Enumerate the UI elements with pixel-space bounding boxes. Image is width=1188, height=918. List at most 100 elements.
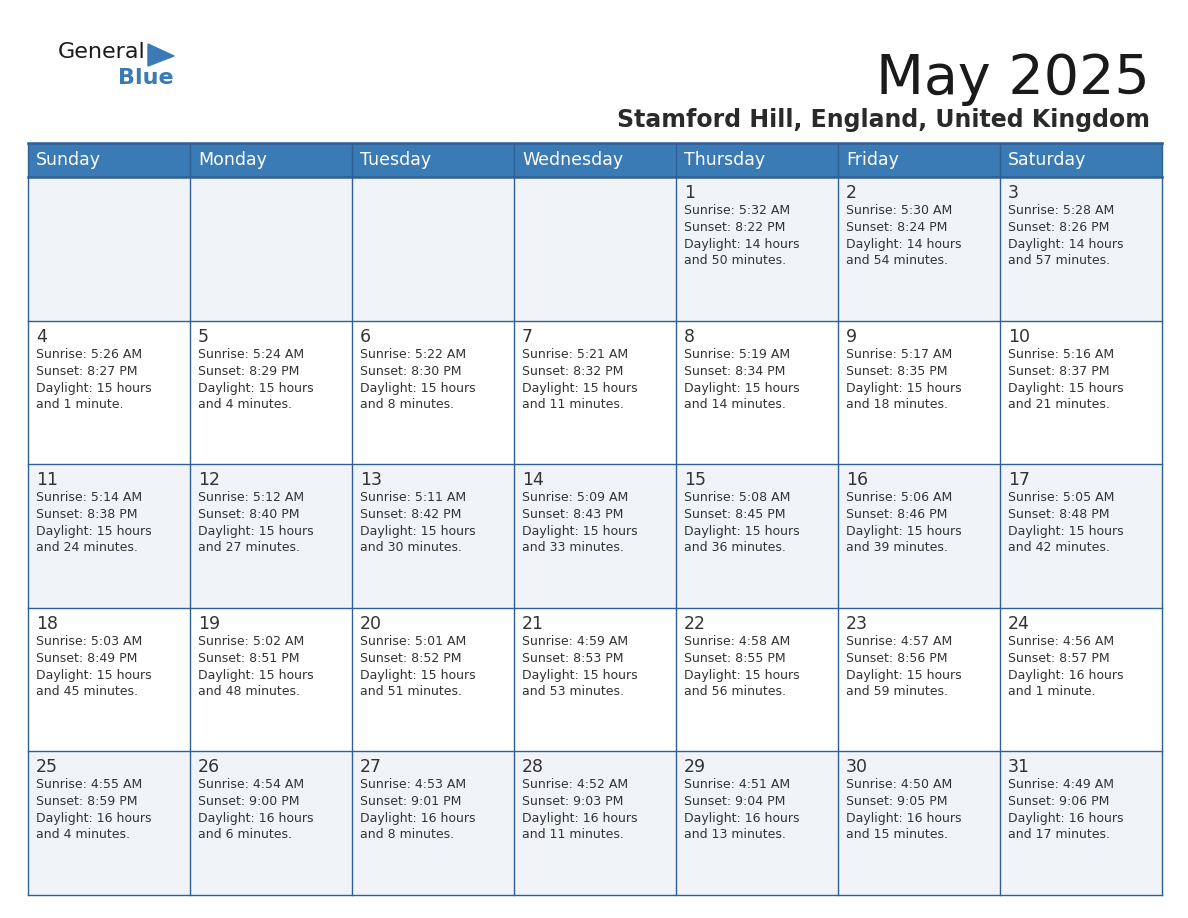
Text: Sunset: 8:46 PM: Sunset: 8:46 PM (846, 509, 947, 521)
Text: 29: 29 (684, 758, 706, 777)
Text: Sunset: 8:57 PM: Sunset: 8:57 PM (1007, 652, 1110, 665)
Text: Sunrise: 5:08 AM: Sunrise: 5:08 AM (684, 491, 790, 504)
Text: Sunrise: 4:59 AM: Sunrise: 4:59 AM (522, 635, 628, 648)
Text: Sunrise: 5:22 AM: Sunrise: 5:22 AM (360, 348, 466, 361)
Text: Daylight: 14 hours: Daylight: 14 hours (684, 238, 800, 251)
Text: Sunset: 8:59 PM: Sunset: 8:59 PM (36, 795, 138, 809)
Text: Sunset: 8:24 PM: Sunset: 8:24 PM (846, 221, 947, 234)
Text: Sunset: 8:29 PM: Sunset: 8:29 PM (198, 364, 299, 377)
Text: Sunset: 8:30 PM: Sunset: 8:30 PM (360, 364, 461, 377)
Text: Sunrise: 5:06 AM: Sunrise: 5:06 AM (846, 491, 953, 504)
Text: Sunrise: 5:28 AM: Sunrise: 5:28 AM (1007, 204, 1114, 217)
Text: 3: 3 (1007, 184, 1019, 202)
Text: Sunrise: 5:05 AM: Sunrise: 5:05 AM (1007, 491, 1114, 504)
Text: Sunset: 8:40 PM: Sunset: 8:40 PM (198, 509, 299, 521)
Text: Sunset: 8:38 PM: Sunset: 8:38 PM (36, 509, 138, 521)
Text: Sunrise: 5:12 AM: Sunrise: 5:12 AM (198, 491, 304, 504)
Text: 7: 7 (522, 328, 533, 345)
Text: and 18 minutes.: and 18 minutes. (846, 397, 948, 410)
Text: Sunset: 8:34 PM: Sunset: 8:34 PM (684, 364, 785, 377)
Text: 17: 17 (1007, 471, 1030, 489)
Text: 22: 22 (684, 615, 706, 633)
Text: Sunrise: 5:21 AM: Sunrise: 5:21 AM (522, 348, 628, 361)
Text: 13: 13 (360, 471, 383, 489)
Text: Daylight: 15 hours: Daylight: 15 hours (846, 382, 961, 395)
Text: and 1 minute.: and 1 minute. (1007, 685, 1095, 698)
Bar (29, 143, 1162, 177)
Text: Sunrise: 5:11 AM: Sunrise: 5:11 AM (360, 491, 466, 504)
Text: Sunset: 8:37 PM: Sunset: 8:37 PM (1007, 364, 1110, 377)
Text: Daylight: 14 hours: Daylight: 14 hours (1007, 238, 1124, 251)
Text: Sunrise: 4:49 AM: Sunrise: 4:49 AM (1007, 778, 1114, 791)
Text: and 48 minutes.: and 48 minutes. (198, 685, 301, 698)
Text: Sunset: 8:43 PM: Sunset: 8:43 PM (522, 509, 624, 521)
Text: Daylight: 15 hours: Daylight: 15 hours (846, 525, 961, 538)
Text: Sunrise: 4:54 AM: Sunrise: 4:54 AM (198, 778, 304, 791)
Text: Sunday: Sunday (36, 151, 101, 169)
Text: 5: 5 (198, 328, 209, 345)
Text: and 59 minutes.: and 59 minutes. (846, 685, 948, 698)
Text: 6: 6 (360, 328, 371, 345)
Text: Daylight: 15 hours: Daylight: 15 hours (1007, 525, 1124, 538)
Text: 4: 4 (36, 328, 46, 345)
Bar (29, 608, 1162, 752)
Polygon shape (148, 44, 173, 66)
Text: Sunset: 8:55 PM: Sunset: 8:55 PM (684, 652, 785, 665)
Text: Sunset: 8:42 PM: Sunset: 8:42 PM (360, 509, 461, 521)
Text: Sunset: 8:53 PM: Sunset: 8:53 PM (522, 652, 624, 665)
Text: 19: 19 (198, 615, 220, 633)
Text: and 8 minutes.: and 8 minutes. (360, 397, 454, 410)
Text: 27: 27 (360, 758, 383, 777)
Text: and 4 minutes.: and 4 minutes. (36, 828, 129, 842)
Text: and 4 minutes.: and 4 minutes. (198, 397, 292, 410)
Text: Sunset: 8:22 PM: Sunset: 8:22 PM (684, 221, 785, 234)
Text: Sunrise: 5:24 AM: Sunrise: 5:24 AM (198, 348, 304, 361)
Text: Sunrise: 5:09 AM: Sunrise: 5:09 AM (522, 491, 628, 504)
Text: 16: 16 (846, 471, 868, 489)
Text: and 6 minutes.: and 6 minutes. (198, 828, 292, 842)
Text: Daylight: 15 hours: Daylight: 15 hours (198, 382, 314, 395)
Text: Blue: Blue (118, 68, 173, 88)
Text: Sunset: 8:27 PM: Sunset: 8:27 PM (36, 364, 138, 377)
Text: Daylight: 15 hours: Daylight: 15 hours (684, 525, 800, 538)
Text: Sunset: 8:51 PM: Sunset: 8:51 PM (198, 652, 299, 665)
Text: Wednesday: Wednesday (522, 151, 624, 169)
Text: Sunset: 8:45 PM: Sunset: 8:45 PM (684, 509, 785, 521)
Text: Sunrise: 4:55 AM: Sunrise: 4:55 AM (36, 778, 143, 791)
Bar (29, 752, 1162, 895)
Text: Daylight: 15 hours: Daylight: 15 hours (522, 525, 638, 538)
Text: Sunset: 8:35 PM: Sunset: 8:35 PM (846, 364, 948, 377)
Bar (29, 177, 1162, 320)
Text: 12: 12 (198, 471, 220, 489)
Text: Sunrise: 5:01 AM: Sunrise: 5:01 AM (360, 635, 466, 648)
Text: Sunrise: 4:52 AM: Sunrise: 4:52 AM (522, 778, 628, 791)
Text: Sunrise: 5:17 AM: Sunrise: 5:17 AM (846, 348, 953, 361)
Text: Sunrise: 5:03 AM: Sunrise: 5:03 AM (36, 635, 143, 648)
Text: and 33 minutes.: and 33 minutes. (522, 542, 624, 554)
Text: Thursday: Thursday (684, 151, 765, 169)
Text: and 13 minutes.: and 13 minutes. (684, 828, 786, 842)
Text: Daylight: 16 hours: Daylight: 16 hours (684, 812, 800, 825)
Text: and 45 minutes.: and 45 minutes. (36, 685, 138, 698)
Text: 2: 2 (846, 184, 857, 202)
Text: Daylight: 15 hours: Daylight: 15 hours (198, 669, 314, 682)
Text: 18: 18 (36, 615, 58, 633)
Text: Daylight: 16 hours: Daylight: 16 hours (36, 812, 152, 825)
Text: 1: 1 (684, 184, 695, 202)
Text: 20: 20 (360, 615, 383, 633)
Text: and 30 minutes.: and 30 minutes. (360, 542, 462, 554)
Text: Daylight: 16 hours: Daylight: 16 hours (846, 812, 961, 825)
Text: and 39 minutes.: and 39 minutes. (846, 542, 948, 554)
Text: Sunrise: 4:50 AM: Sunrise: 4:50 AM (846, 778, 953, 791)
Text: 30: 30 (846, 758, 868, 777)
Text: Sunset: 9:01 PM: Sunset: 9:01 PM (360, 795, 461, 809)
Text: 11: 11 (36, 471, 58, 489)
Text: and 51 minutes.: and 51 minutes. (360, 685, 462, 698)
Text: Sunset: 8:26 PM: Sunset: 8:26 PM (1007, 221, 1110, 234)
Text: Sunrise: 4:51 AM: Sunrise: 4:51 AM (684, 778, 790, 791)
Text: Daylight: 16 hours: Daylight: 16 hours (522, 812, 638, 825)
Text: Tuesday: Tuesday (360, 151, 431, 169)
Text: and 24 minutes.: and 24 minutes. (36, 542, 138, 554)
Text: Daylight: 15 hours: Daylight: 15 hours (198, 525, 314, 538)
Text: Daylight: 15 hours: Daylight: 15 hours (36, 525, 152, 538)
